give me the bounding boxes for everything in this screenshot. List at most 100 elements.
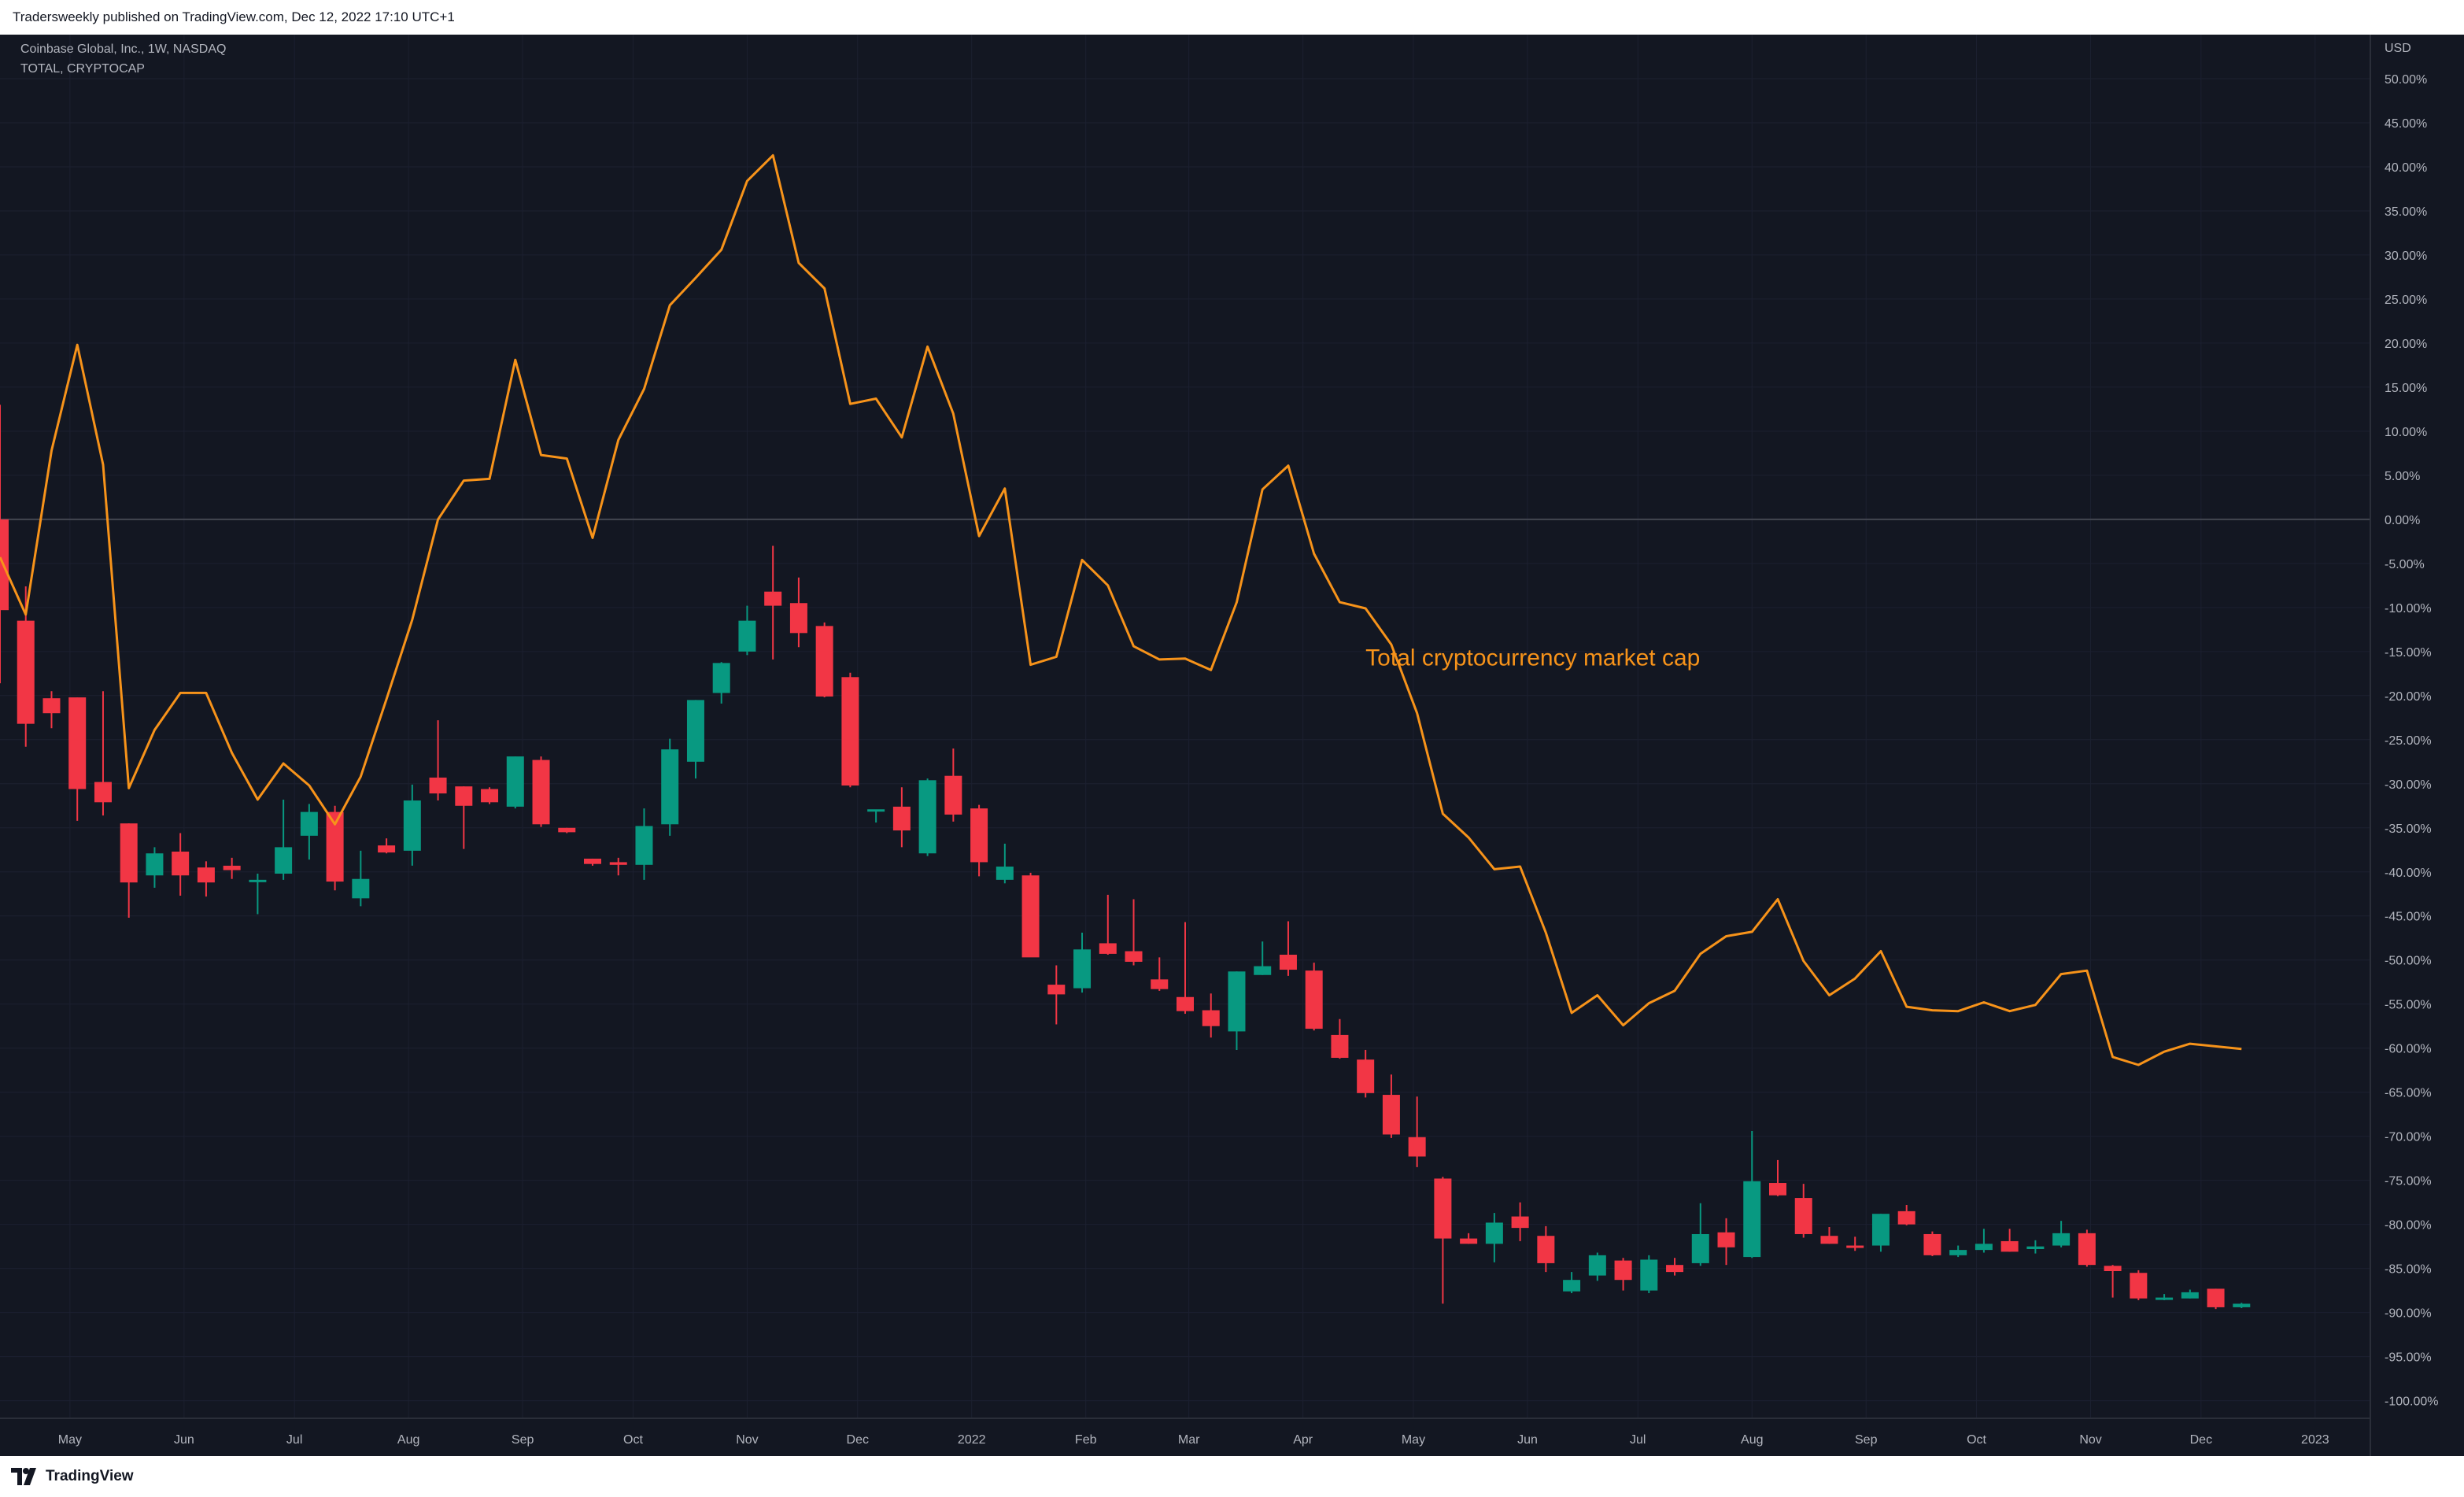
candle-body (1485, 1222, 1503, 1244)
time-axis-tick: Jul (286, 1433, 302, 1447)
price-axis-tick: -25.00% (2385, 734, 2432, 748)
candle (1434, 1177, 1452, 1304)
candle-body (481, 789, 499, 803)
candle (686, 700, 704, 779)
candle-body (970, 808, 988, 863)
candle (2130, 1270, 2148, 1300)
candle (1279, 921, 1297, 976)
candle-body (661, 749, 679, 825)
candle-body (197, 867, 215, 883)
legend-compare-symbol[interactable]: TOTAL, CRYPTOCAP (20, 62, 145, 76)
price-axis-tick: -10.00% (2385, 602, 2432, 615)
candle-body (326, 811, 344, 882)
candle-body (1305, 970, 1323, 1029)
candle (1228, 971, 1246, 1050)
price-axis-tick: 10.00% (2385, 426, 2427, 439)
price-axis[interactable]: 50.00% 45.00% 40.00% 35.00% 30.00% 25.00% 20.0… (2385, 73, 2439, 1409)
time-axis-tick: Oct (623, 1433, 643, 1447)
candle (996, 843, 1014, 884)
candle-body (1254, 966, 1272, 975)
publish-bar: Tradersweekly published on TradingView.c… (0, 0, 2464, 35)
candle-body (1099, 943, 1117, 954)
candle-body (867, 809, 885, 812)
candle-body (1640, 1259, 1658, 1291)
candle-body (2026, 1246, 2045, 1250)
time-axis-tick: Nov (2079, 1433, 2101, 1447)
chart-frame[interactable]: Total cryptocurrency market cap USD 50.0… (0, 35, 2464, 1456)
candle-body (223, 865, 241, 870)
candle (944, 748, 962, 822)
candle (661, 738, 679, 836)
candle (1202, 993, 1220, 1038)
candle-body (2207, 1288, 2225, 1307)
candle-body (146, 853, 164, 876)
candle-body (42, 698, 61, 714)
candle-body (532, 760, 550, 825)
candle-body (120, 823, 138, 883)
price-axis-tick: 0.00% (2385, 514, 2420, 527)
candle-body (249, 879, 267, 882)
price-axis-tick: -80.00% (2385, 1219, 2432, 1233)
candle (1897, 1205, 1915, 1225)
candle (120, 823, 138, 918)
tradingview-brand-text: TradingView (46, 1468, 134, 1484)
candle (1331, 1018, 1349, 1059)
candle (1408, 1096, 1426, 1167)
candle-body (1588, 1255, 1606, 1276)
price-axis-tick: -60.00% (2385, 1043, 2432, 1056)
price-axis-tick: 30.00% (2385, 250, 2427, 263)
price-axis-tick: 50.00% (2385, 73, 2427, 87)
candle (223, 857, 241, 879)
time-axis[interactable]: May Jun Jul Aug Sep Oct Nov Dec 2022 Feb Mar Apr May… (58, 1433, 2329, 1447)
candle-body (1537, 1236, 1555, 1263)
candle (1563, 1272, 1581, 1293)
price-axis-tick: 40.00% (2385, 161, 2427, 175)
time-axis-tick: Mar (1178, 1433, 1200, 1447)
legend-main-symbol[interactable]: Coinbase Global, Inc., 1W, NASDAQ (20, 43, 227, 56)
candle-body (1228, 971, 1246, 1032)
candle (1073, 933, 1092, 993)
price-axis-currency: USD (2385, 42, 2411, 55)
candle (275, 799, 293, 880)
candle (635, 808, 653, 880)
candle-body (841, 677, 859, 786)
candle-body (1666, 1265, 1684, 1273)
price-axis-tick: -30.00% (2385, 778, 2432, 792)
candle (429, 720, 447, 801)
candle (506, 756, 524, 809)
candle (2000, 1229, 2019, 1252)
candle-body (1202, 1010, 1220, 1026)
candle (2026, 1240, 2045, 1254)
candle-body (1434, 1178, 1452, 1239)
candle-body (1279, 955, 1297, 970)
candle (1125, 899, 1143, 966)
candle (1588, 1252, 1606, 1281)
time-axis-tick: Apr (1293, 1433, 1313, 1447)
candle (2052, 1221, 2071, 1248)
price-axis-tick: 15.00% (2385, 382, 2427, 395)
candle (867, 809, 885, 823)
price-axis-tick: 25.00% (2385, 294, 2427, 307)
candle-body (1975, 1244, 1993, 1251)
candlestick-series (0, 405, 2251, 1310)
published-line: Tradersweekly published on TradingView.c… (13, 9, 455, 24)
candle-body (1769, 1183, 1786, 1196)
price-axis-tick: -90.00% (2385, 1307, 2432, 1321)
candle-body (558, 827, 576, 833)
candle-body (1949, 1250, 1967, 1255)
grid (0, 35, 2370, 1418)
time-axis-tick: Jul (1630, 1433, 1646, 1447)
tradingview-logo[interactable]: TradingView (11, 1466, 134, 1488)
candle-body (1357, 1059, 1375, 1093)
candle (1794, 1184, 1812, 1238)
candle (1305, 963, 1323, 1031)
time-axis-tick: Jun (174, 1433, 194, 1447)
candle-body (94, 782, 112, 803)
candle (789, 577, 807, 648)
candle-body (1511, 1216, 1529, 1229)
candle (1846, 1236, 1864, 1251)
candle-body (300, 811, 318, 836)
chart[interactable]: Total cryptocurrency market cap USD 50.0… (0, 35, 2464, 1456)
candle (1640, 1255, 1658, 1293)
price-axis-tick: -40.00% (2385, 867, 2432, 880)
